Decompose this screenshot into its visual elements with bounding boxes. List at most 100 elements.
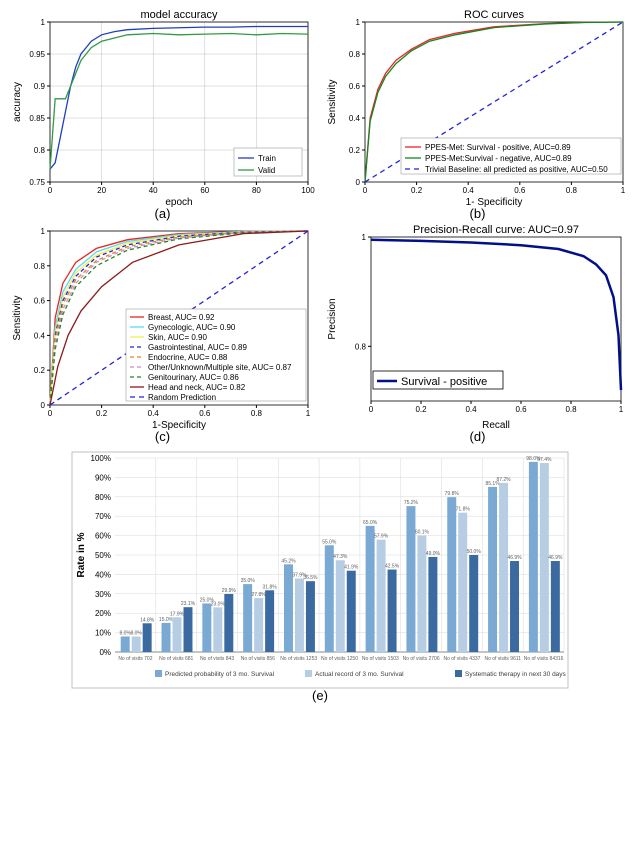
svg-text:70%: 70%: [95, 512, 111, 521]
svg-text:0: 0: [41, 401, 46, 410]
svg-text:45.2%: 45.2%: [281, 558, 296, 564]
panel-e-label: (e): [70, 688, 570, 703]
svg-text:Genitourinary, AUC= 0.86: Genitourinary, AUC= 0.86: [148, 373, 239, 382]
svg-text:Skin, AUC= 0.90: Skin, AUC= 0.90: [148, 333, 207, 342]
svg-text:0.75: 0.75: [29, 178, 45, 187]
svg-text:0.8: 0.8: [34, 262, 46, 271]
svg-text:0.85: 0.85: [29, 114, 45, 123]
svg-text:0: 0: [369, 405, 374, 414]
top-row: 0204060801000.750.80.850.90.951epochaccu…: [8, 8, 632, 221]
svg-text:0.2: 0.2: [34, 366, 46, 375]
svg-text:60.1%: 60.1%: [415, 529, 430, 535]
svg-text:1: 1: [619, 405, 624, 414]
svg-text:75.2%: 75.2%: [404, 500, 419, 506]
svg-text:57.9%: 57.9%: [374, 534, 389, 540]
svg-text:Predicted probability of 3 mo.: Predicted probability of 3 mo. Survival: [165, 671, 275, 678]
svg-text:Precision-Recall curve: AUC=0.: Precision-Recall curve: AUC=0.97: [413, 224, 579, 236]
svg-text:model accuracy: model accuracy: [140, 9, 218, 21]
svg-text:Sensitivity: Sensitivity: [327, 79, 338, 124]
svg-text:90%: 90%: [95, 473, 111, 482]
svg-text:0.8: 0.8: [349, 50, 361, 59]
svg-text:No of visits 1503: No of visits 1503: [362, 656, 399, 662]
svg-text:20: 20: [97, 186, 106, 195]
svg-text:Random Prediction: Random Prediction: [148, 393, 216, 402]
svg-text:ROC curves: ROC curves: [464, 9, 524, 21]
svg-text:Rate in %: Rate in %: [76, 532, 87, 577]
svg-text:No of visits 856: No of visits 856: [241, 656, 275, 662]
svg-text:23.0%: 23.0%: [211, 601, 226, 607]
svg-text:0: 0: [48, 409, 53, 418]
svg-text:29.9%: 29.9%: [222, 588, 237, 594]
svg-text:Endocrine, AUC= 0.88: Endocrine, AUC= 0.88: [148, 353, 228, 362]
svg-text:40: 40: [149, 186, 158, 195]
svg-text:Precision: Precision: [327, 298, 338, 339]
svg-text:Sensitivity: Sensitivity: [12, 295, 23, 340]
svg-text:PPES-Met:Survival - negative,: PPES-Met:Survival - negative, AUC=0.89: [425, 154, 572, 163]
svg-text:50.0%: 50.0%: [467, 549, 482, 555]
svg-text:No of visits 84316: No of visits 84316: [524, 656, 564, 662]
svg-text:1: 1: [41, 18, 46, 27]
svg-text:0.6: 0.6: [199, 409, 211, 418]
svg-text:60%: 60%: [95, 532, 111, 541]
svg-text:35.0%: 35.0%: [241, 578, 256, 584]
svg-text:Valid: Valid: [258, 166, 275, 175]
svg-text:60: 60: [200, 186, 209, 195]
panel-e: 0%10%20%30%40%50%60%70%80%90%100%Rate in…: [70, 450, 570, 703]
svg-text:accuracy: accuracy: [12, 82, 23, 122]
panel-d-label: (d): [323, 429, 632, 444]
svg-text:0.95: 0.95: [29, 50, 45, 59]
svg-text:No of visits 4337: No of visits 4337: [443, 656, 480, 662]
svg-text:27.8%: 27.8%: [252, 592, 267, 598]
svg-text:Survival - positive: Survival - positive: [401, 376, 487, 388]
panel-a: 0204060801000.750.80.850.90.951epochaccu…: [8, 8, 317, 221]
svg-text:80%: 80%: [95, 493, 111, 502]
svg-text:0.6: 0.6: [514, 186, 526, 195]
svg-text:PPES-Met: Survival - positive,: PPES-Met: Survival - positive, AUC=0.89: [425, 143, 571, 152]
svg-text:0: 0: [356, 178, 361, 187]
panel-b: 00.20.40.60.8100.20.40.60.811- Specifici…: [323, 8, 632, 221]
svg-text:31.8%: 31.8%: [263, 584, 278, 590]
svg-text:No of visits 843: No of visits 843: [200, 656, 234, 662]
svg-text:0.2: 0.2: [96, 409, 108, 418]
svg-text:0.6: 0.6: [349, 82, 361, 91]
svg-text:46.9%: 46.9%: [548, 555, 563, 561]
svg-text:15.0%: 15.0%: [159, 617, 174, 623]
svg-text:0.8: 0.8: [565, 405, 577, 414]
panel-c: 00.20.40.60.8100.20.40.60.811-Specificit…: [8, 221, 317, 444]
panel-c-label: (c): [8, 429, 317, 444]
panel-a-label: (a): [8, 206, 317, 221]
panel-d: 00.20.40.60.810.81RecallPrecisionPrecisi…: [323, 221, 632, 444]
svg-text:0.4: 0.4: [463, 186, 475, 195]
svg-text:10%: 10%: [95, 629, 111, 638]
svg-text:0.8: 0.8: [566, 186, 578, 195]
svg-text:0: 0: [363, 186, 368, 195]
svg-text:0.4: 0.4: [148, 409, 160, 418]
svg-text:71.8%: 71.8%: [456, 507, 471, 513]
svg-text:50%: 50%: [95, 551, 111, 560]
svg-text:No of visits 681: No of visits 681: [159, 656, 193, 662]
svg-text:65.0%: 65.0%: [363, 520, 378, 526]
svg-text:0.2: 0.2: [415, 405, 427, 414]
svg-text:Trivial Baseline: all predicte: Trivial Baseline: all predicted as posit…: [425, 165, 608, 174]
svg-text:100: 100: [301, 186, 315, 195]
svg-text:23.1%: 23.1%: [181, 601, 196, 607]
svg-text:1: 1: [41, 227, 46, 236]
svg-text:0.2: 0.2: [349, 146, 361, 155]
svg-text:1: 1: [356, 18, 361, 27]
svg-text:0.8: 0.8: [34, 146, 46, 155]
svg-text:1: 1: [621, 186, 626, 195]
svg-text:No of visits 1253: No of visits 1253: [280, 656, 317, 662]
svg-text:No of visits 9611: No of visits 9611: [484, 656, 521, 662]
svg-text:40%: 40%: [95, 570, 111, 579]
svg-text:55.0%: 55.0%: [322, 539, 337, 545]
svg-text:0.4: 0.4: [465, 405, 477, 414]
svg-text:36.5%: 36.5%: [303, 575, 318, 581]
svg-text:1: 1: [306, 409, 311, 418]
svg-text:0.4: 0.4: [349, 114, 361, 123]
svg-text:0.2: 0.2: [411, 186, 423, 195]
svg-text:100%: 100%: [91, 454, 111, 463]
svg-text:79.8%: 79.8%: [445, 491, 460, 497]
svg-text:0.4: 0.4: [34, 331, 46, 340]
svg-text:41.9%: 41.9%: [344, 565, 359, 571]
svg-text:46.9%: 46.9%: [507, 555, 522, 561]
